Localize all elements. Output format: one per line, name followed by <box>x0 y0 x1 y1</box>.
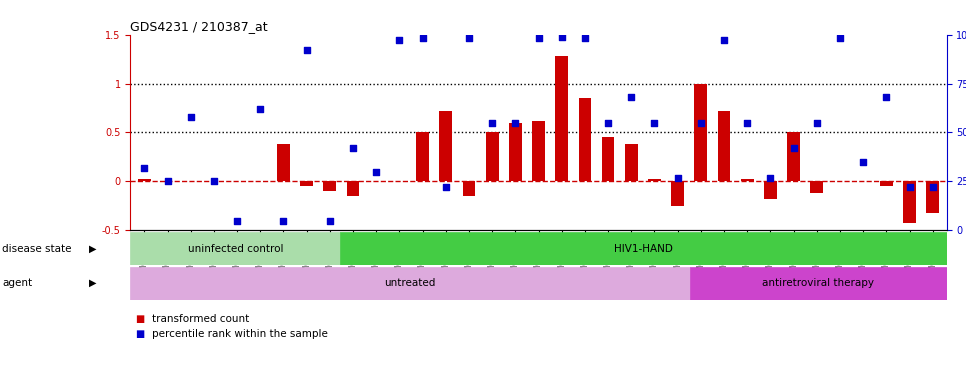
Point <box>694 120 709 126</box>
Bar <box>463 182 475 196</box>
Bar <box>579 98 591 182</box>
Point <box>740 120 755 126</box>
Point <box>183 114 198 120</box>
Point <box>206 178 221 185</box>
Text: ▶: ▶ <box>89 243 97 254</box>
Text: disease state: disease state <box>2 243 71 254</box>
Bar <box>130 267 690 300</box>
Bar <box>324 182 336 191</box>
Point <box>252 106 268 112</box>
Bar <box>787 132 800 182</box>
Bar <box>602 137 614 182</box>
Bar <box>130 232 340 265</box>
Text: antiretroviral therapy: antiretroviral therapy <box>762 278 874 288</box>
Bar <box>648 179 661 182</box>
Text: agent: agent <box>2 278 32 288</box>
Point <box>786 145 802 151</box>
Point <box>461 35 476 41</box>
Point <box>601 120 616 126</box>
Point <box>879 94 895 100</box>
Text: transformed count: transformed count <box>152 314 249 324</box>
Bar <box>138 179 151 182</box>
Bar <box>764 182 777 199</box>
Point <box>833 35 848 41</box>
Point <box>647 120 663 126</box>
Bar <box>690 267 947 300</box>
Bar <box>880 182 893 186</box>
Bar <box>440 111 452 182</box>
Bar <box>903 182 916 223</box>
Bar <box>718 111 730 182</box>
Bar <box>625 144 638 182</box>
Point <box>275 217 291 223</box>
Text: GDS4231 / 210387_at: GDS4231 / 210387_at <box>130 20 268 33</box>
Point <box>763 174 779 180</box>
Text: ■: ■ <box>135 314 145 324</box>
Bar <box>340 232 947 265</box>
Point <box>484 120 499 126</box>
Point <box>414 35 430 41</box>
Bar <box>532 121 545 182</box>
Bar <box>810 182 823 193</box>
Point <box>554 33 570 40</box>
Point <box>856 159 871 165</box>
Point <box>391 37 407 43</box>
Text: percentile rank within the sample: percentile rank within the sample <box>152 329 327 339</box>
Point <box>438 184 453 190</box>
Bar <box>555 56 568 182</box>
Point <box>368 169 384 175</box>
Point <box>298 47 314 53</box>
Point <box>670 174 686 180</box>
Text: untreated: untreated <box>384 278 436 288</box>
Bar <box>277 144 290 182</box>
Point <box>159 178 175 185</box>
Bar <box>926 182 939 213</box>
Bar <box>509 123 522 182</box>
Text: ▶: ▶ <box>89 278 97 288</box>
Point <box>902 184 918 190</box>
Point <box>624 94 639 100</box>
Point <box>229 217 244 223</box>
Bar <box>671 182 684 206</box>
Point <box>925 184 941 190</box>
Bar <box>347 182 359 196</box>
Point <box>578 35 593 41</box>
Point <box>322 217 337 223</box>
Point <box>810 120 825 126</box>
Bar <box>300 182 313 186</box>
Point <box>507 120 523 126</box>
Bar <box>416 132 429 182</box>
Point <box>717 37 732 43</box>
Point <box>345 145 360 151</box>
Bar <box>486 132 498 182</box>
Text: ■: ■ <box>135 329 145 339</box>
Bar <box>695 84 707 182</box>
Point <box>531 35 547 41</box>
Point <box>136 165 152 171</box>
Text: HIV1-HAND: HIV1-HAND <box>614 243 673 254</box>
Bar <box>741 179 753 182</box>
Text: uninfected control: uninfected control <box>187 243 283 254</box>
